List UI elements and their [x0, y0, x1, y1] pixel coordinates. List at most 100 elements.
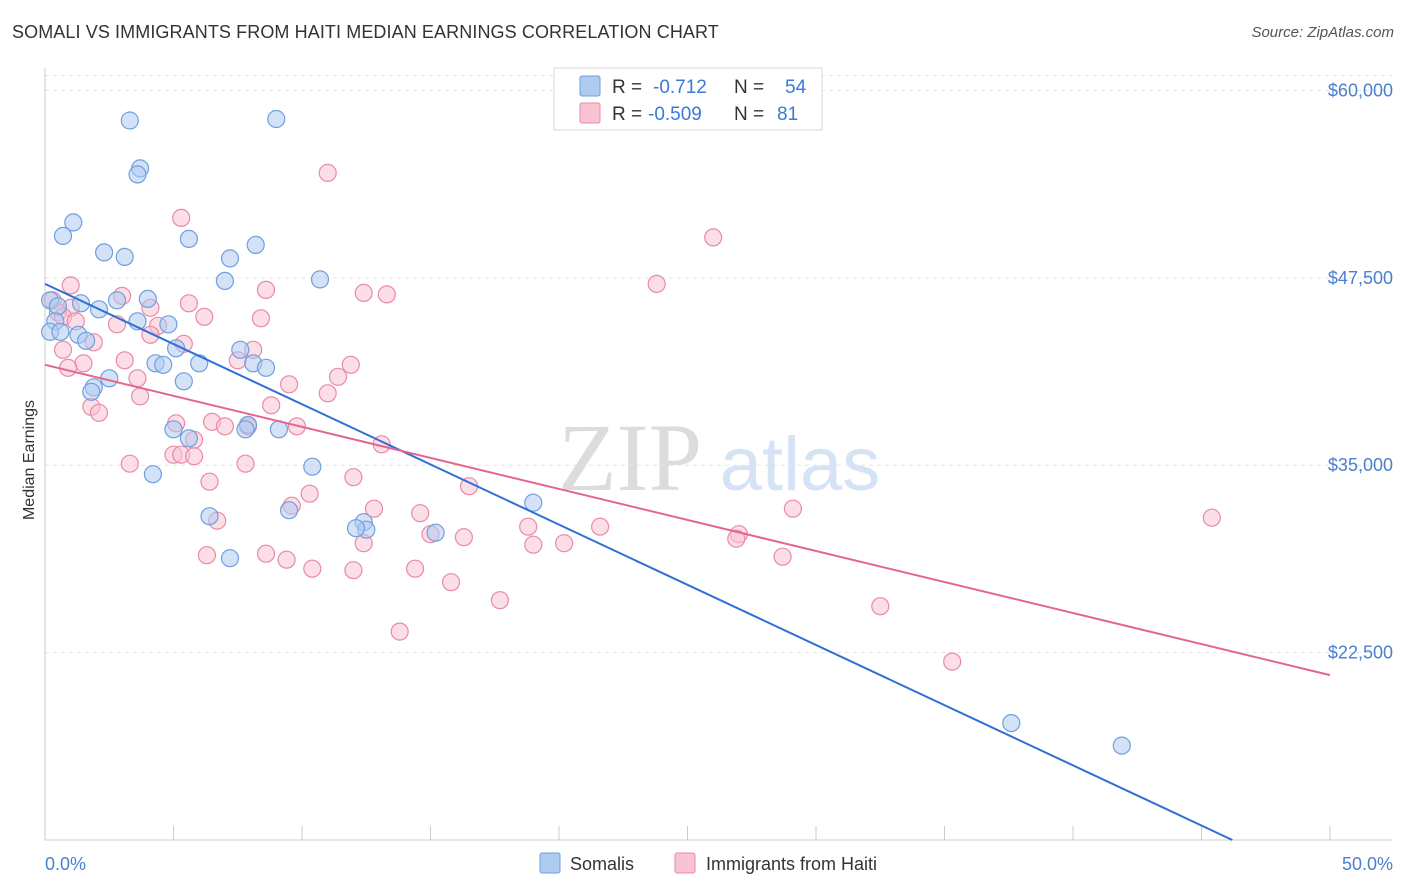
- trend-layer: [44, 282, 1331, 841]
- watermark-atlas: atlas: [720, 422, 881, 507]
- data-point: [647, 274, 666, 293]
- data-point: [280, 501, 299, 520]
- legend-n-label-2: N =: [734, 104, 764, 125]
- data-point: [115, 351, 134, 370]
- legend-r-value-1: -0.712: [653, 77, 707, 98]
- data-point: [303, 559, 322, 578]
- data-point: [442, 573, 461, 592]
- data-point: [1112, 736, 1131, 755]
- data-point: [220, 249, 240, 268]
- legend-n-value-1: 54: [785, 77, 807, 98]
- data-point: [727, 529, 746, 548]
- series-somalis: [40, 109, 1131, 755]
- data-point: [318, 163, 337, 182]
- data-point: [262, 396, 281, 415]
- data-point: [128, 165, 147, 184]
- data-point: [246, 235, 265, 254]
- data-point: [53, 340, 73, 359]
- data-point: [773, 547, 792, 566]
- legend-bottom: Somalis Immigrants from Haiti: [539, 852, 877, 874]
- legend-n-value-2: 81: [777, 104, 798, 125]
- data-point: [179, 229, 198, 248]
- data-point: [344, 468, 363, 487]
- data-point: [1202, 508, 1221, 527]
- data-point: [277, 550, 296, 569]
- data-point: [454, 528, 473, 547]
- data-point: [138, 289, 157, 308]
- legend-bottom-swatch-somalis: [539, 852, 561, 874]
- data-point: [310, 270, 330, 289]
- data-point: [251, 309, 270, 328]
- y-tick-label: $60,000: [1328, 80, 1393, 100]
- data-point: [364, 499, 384, 518]
- data-point: [377, 285, 396, 304]
- data-point: [318, 384, 337, 403]
- data-point: [411, 504, 430, 523]
- y-tick-label: $47,500: [1328, 268, 1393, 288]
- data-point: [120, 111, 139, 130]
- y-tick-label: $35,000: [1328, 455, 1393, 475]
- data-point: [519, 517, 538, 536]
- data-point: [94, 243, 114, 262]
- data-point: [215, 417, 234, 436]
- data-point: [115, 247, 134, 266]
- data-point: [172, 208, 191, 227]
- watermark-zip: ZIP: [558, 404, 702, 511]
- data-point: [179, 294, 198, 313]
- legend-top: R = -0.712 N = 54 R = -0.509 N = 81: [553, 67, 823, 131]
- data-point: [943, 652, 962, 671]
- axes: $60,000 $47,500 $35,000 $22,500 0.0% 50.0%: [44, 68, 1393, 874]
- data-point: [64, 213, 83, 232]
- data-point: [236, 420, 255, 439]
- data-point: [267, 109, 286, 129]
- data-point: [871, 597, 890, 616]
- data-point: [590, 517, 610, 536]
- data-point: [354, 283, 373, 302]
- data-point: [74, 354, 93, 373]
- data-point: [200, 472, 219, 491]
- data-point: [236, 454, 255, 473]
- data-point: [280, 375, 299, 394]
- data-point: [120, 454, 139, 473]
- data-point: [390, 622, 409, 641]
- legend-swatch-haiti: [579, 102, 601, 124]
- data-point: [179, 429, 198, 448]
- data-point: [231, 340, 250, 359]
- data-point: [220, 549, 240, 568]
- data-point: [554, 534, 574, 553]
- trend-line-somalis: [44, 282, 1233, 841]
- data-point: [82, 382, 101, 401]
- legend-swatch-somalis: [579, 75, 601, 97]
- data-point: [154, 355, 173, 374]
- data-point: [215, 271, 234, 290]
- legend-bottom-label-haiti: Immigrants from Haiti: [706, 854, 877, 874]
- data-point: [426, 523, 445, 542]
- data-point: [131, 387, 150, 406]
- data-point: [704, 228, 723, 247]
- data-point: [256, 358, 276, 377]
- data-point: [141, 325, 160, 344]
- trend-line-haiti: [44, 363, 1331, 677]
- data-point: [58, 358, 78, 377]
- data-point: [406, 559, 425, 578]
- legend-n-label-1: N =: [734, 77, 764, 98]
- points-layer: [40, 109, 1221, 755]
- data-point: [524, 493, 543, 512]
- x-tick-label: 0.0%: [45, 854, 86, 874]
- legend-bottom-swatch-haiti: [674, 852, 696, 874]
- data-point: [490, 591, 509, 610]
- data-point: [346, 519, 366, 538]
- data-point: [190, 354, 209, 373]
- data-point: [76, 331, 96, 350]
- data-point: [300, 484, 319, 503]
- data-point: [1002, 713, 1021, 733]
- legend-r-value-2: -0.509: [648, 104, 702, 125]
- data-point: [48, 297, 68, 316]
- data-point: [61, 276, 80, 295]
- data-point: [143, 465, 162, 484]
- data-point: [783, 499, 803, 518]
- data-point: [51, 322, 70, 341]
- data-point: [53, 226, 73, 245]
- data-point: [341, 355, 360, 374]
- data-point: [89, 403, 109, 422]
